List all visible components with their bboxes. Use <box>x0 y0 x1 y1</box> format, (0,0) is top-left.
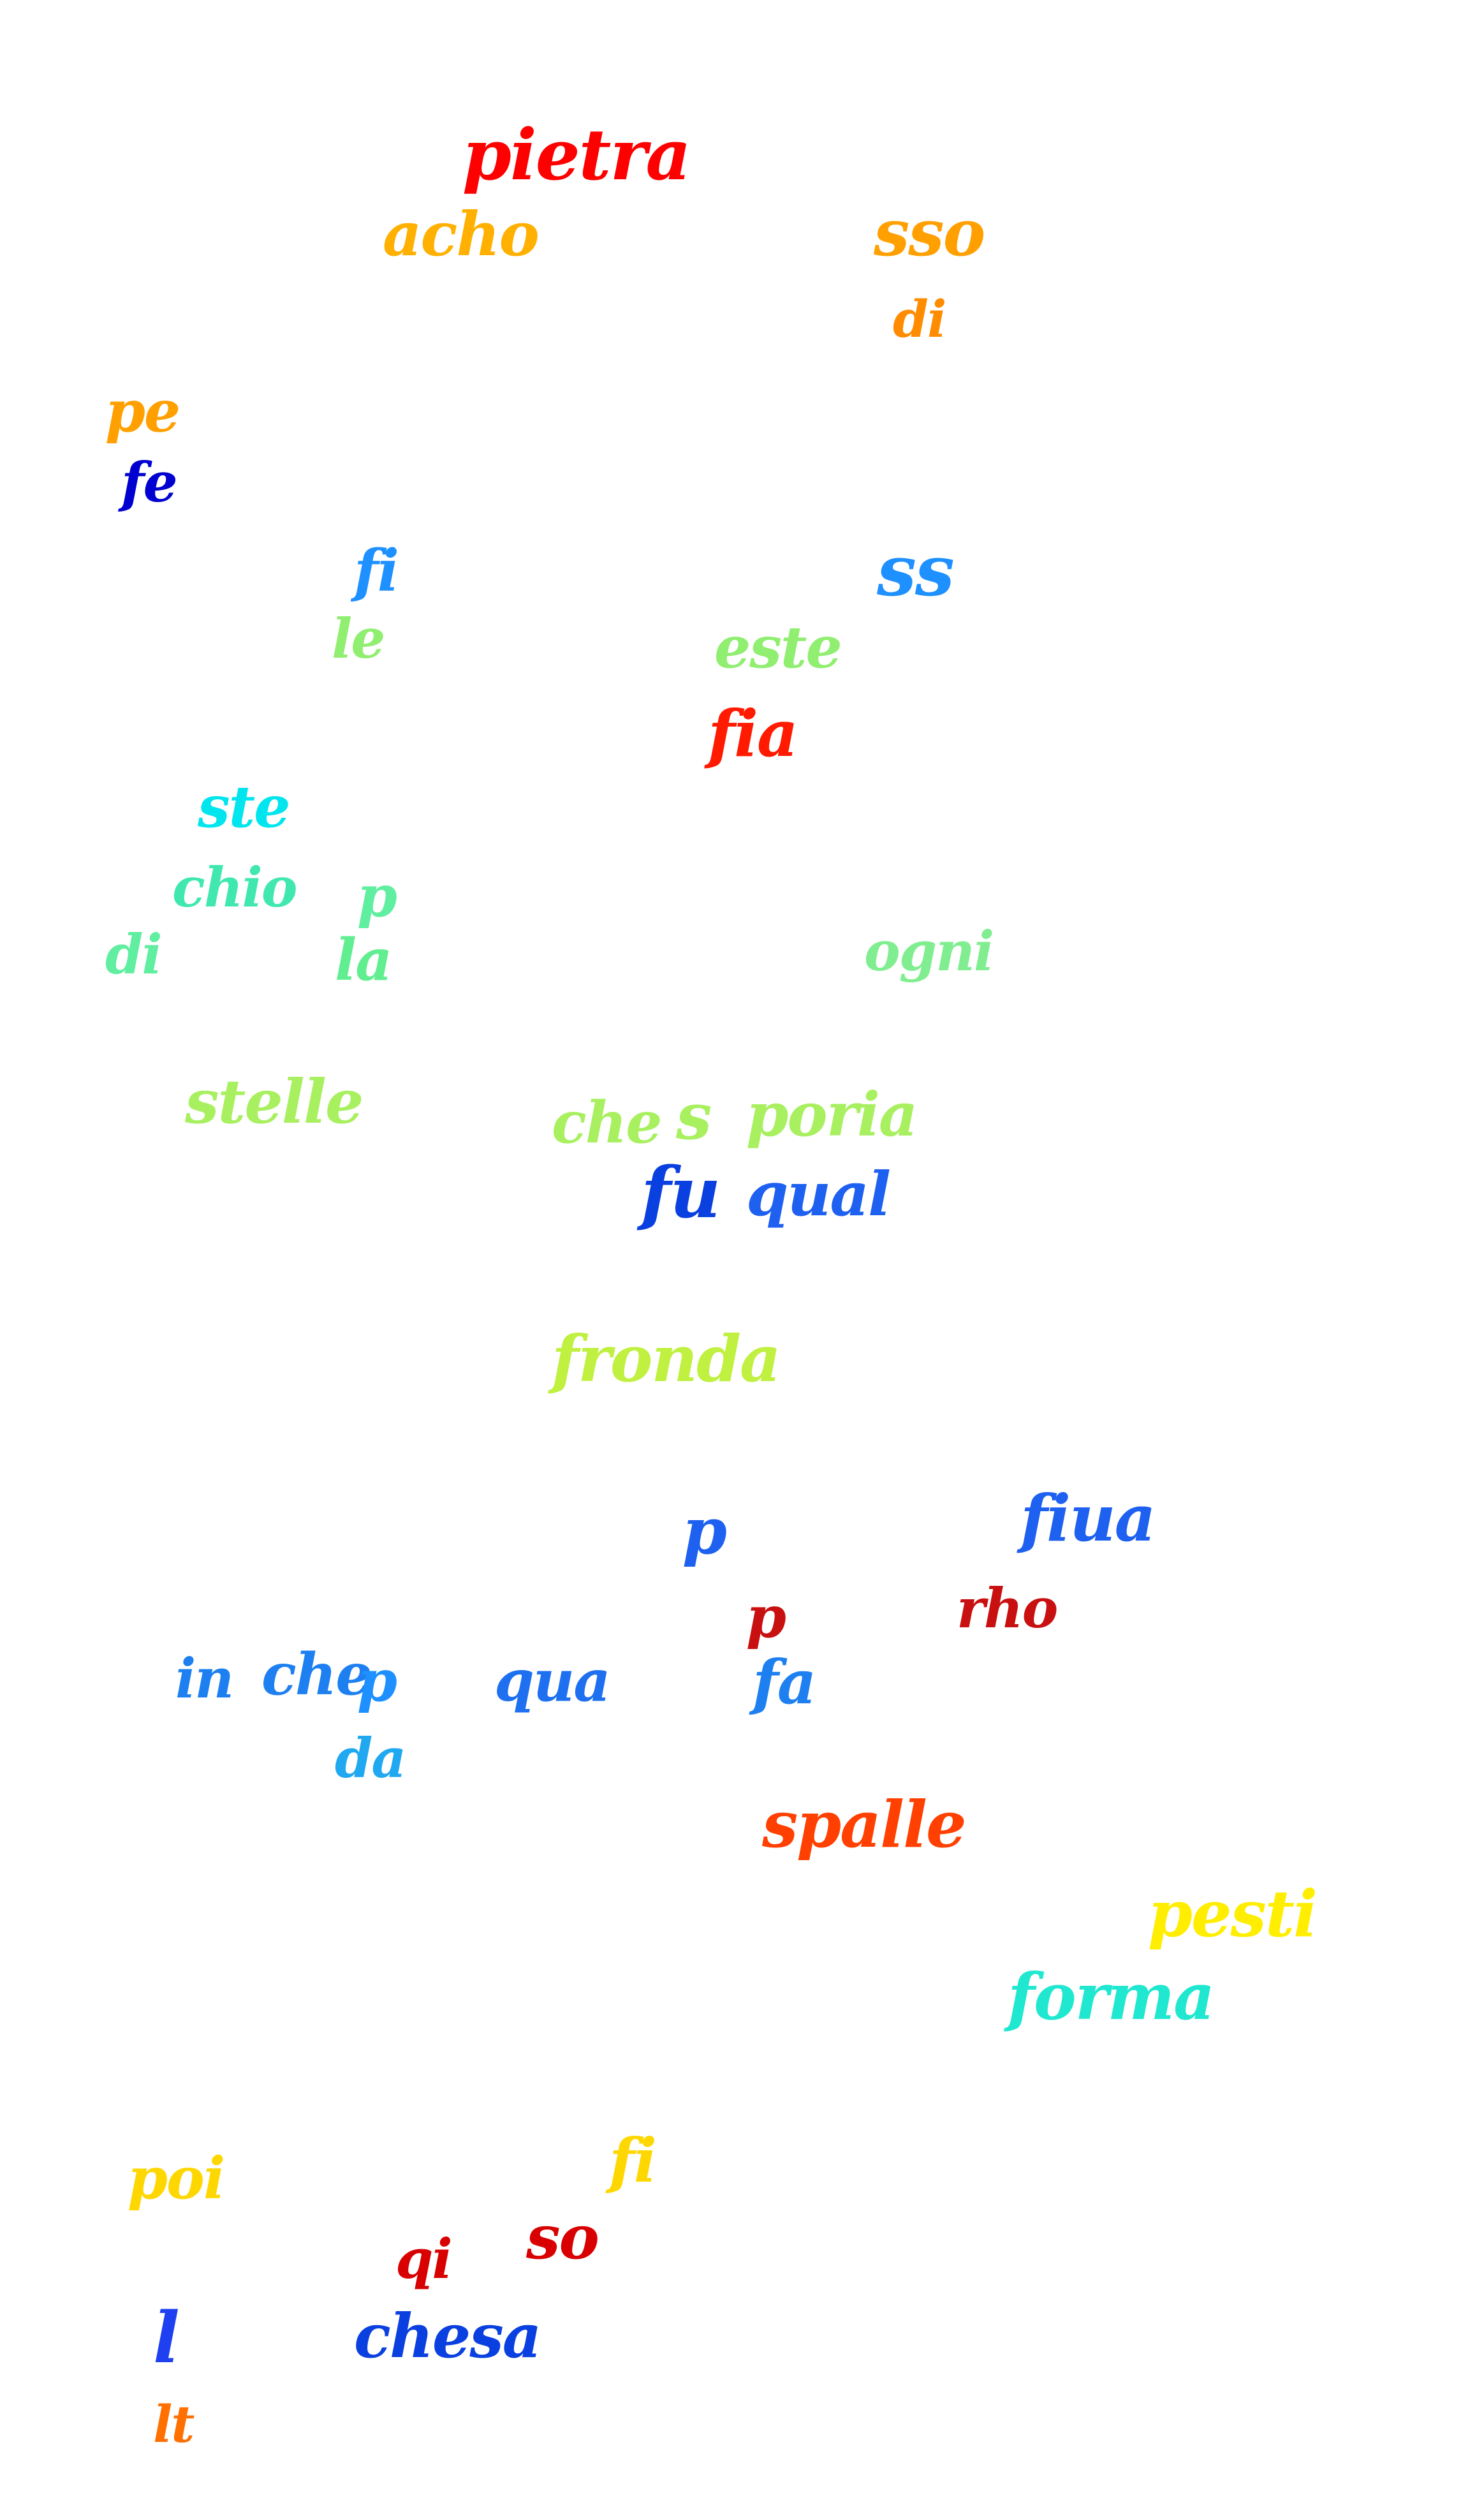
word-l: l <box>153 2296 180 2379</box>
word-fi-2: fi <box>609 2126 657 2196</box>
word-acho: acho <box>383 199 540 270</box>
word-sso: sso <box>874 195 985 270</box>
word-chio: chio <box>172 856 298 920</box>
word-di-2: di <box>105 923 163 987</box>
word-p-4: p <box>357 1647 397 1715</box>
word-fu: fu <box>641 1151 721 1234</box>
word-fa: fa <box>753 1647 816 1718</box>
word-da: da <box>335 1727 407 1791</box>
word-fi-1: fi <box>354 537 399 605</box>
word-fe: fe <box>121 451 178 515</box>
word-ogni: ogni <box>864 920 994 984</box>
word-ss: ss <box>877 529 955 612</box>
word-che-1: che <box>552 1089 662 1157</box>
word-qi: qi <box>395 2228 453 2291</box>
word-fia: fia <box>708 696 798 771</box>
word-p-2: p <box>682 1493 727 1569</box>
word-so: so <box>526 2202 599 2273</box>
word-fiua: fiua <box>1020 1481 1156 1556</box>
word-forma: forma <box>1008 1959 1215 2034</box>
word-spalle: spalle <box>762 1787 967 1862</box>
word-rho: rho <box>957 1577 1058 1641</box>
word-poria: poria <box>746 1079 918 1150</box>
word-che-2: che <box>261 1641 372 1708</box>
word-in: in <box>175 1647 234 1711</box>
word-s: s <box>676 1079 712 1154</box>
word-p-1: p <box>357 862 397 930</box>
word-este: este <box>714 614 842 681</box>
word-pietra: pietra <box>462 114 691 196</box>
word-p-3: p <box>746 1583 786 1651</box>
word-ste: ste <box>198 773 291 841</box>
word-pe: pe <box>105 378 180 445</box>
word-di-1: di <box>893 289 946 349</box>
word-chesa: chesa <box>354 2301 541 2372</box>
word-lt: lt <box>153 2394 195 2454</box>
word-qual: qual <box>746 1159 891 1230</box>
word-poi: poi <box>128 2145 225 2212</box>
word-fronda: fronda <box>552 1321 781 1396</box>
word-stelle: stelle <box>185 1067 364 1137</box>
word-qua: qua <box>494 1647 611 1715</box>
word-le: le <box>332 607 385 671</box>
word-pesti: pesti <box>1148 1876 1318 1951</box>
word-la: la <box>335 926 393 994</box>
